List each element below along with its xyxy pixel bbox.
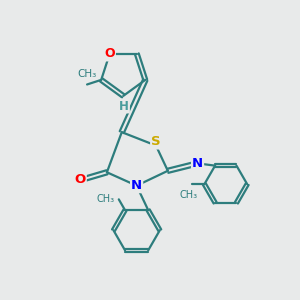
Text: O: O bbox=[74, 173, 86, 186]
Text: S: S bbox=[151, 136, 161, 148]
Text: H: H bbox=[119, 100, 129, 112]
Text: CH₃: CH₃ bbox=[180, 190, 198, 200]
Text: N: N bbox=[131, 179, 142, 192]
Text: CH₃: CH₃ bbox=[77, 69, 97, 80]
Text: CH₃: CH₃ bbox=[96, 194, 114, 204]
Text: O: O bbox=[104, 47, 115, 61]
Text: N: N bbox=[192, 157, 203, 170]
